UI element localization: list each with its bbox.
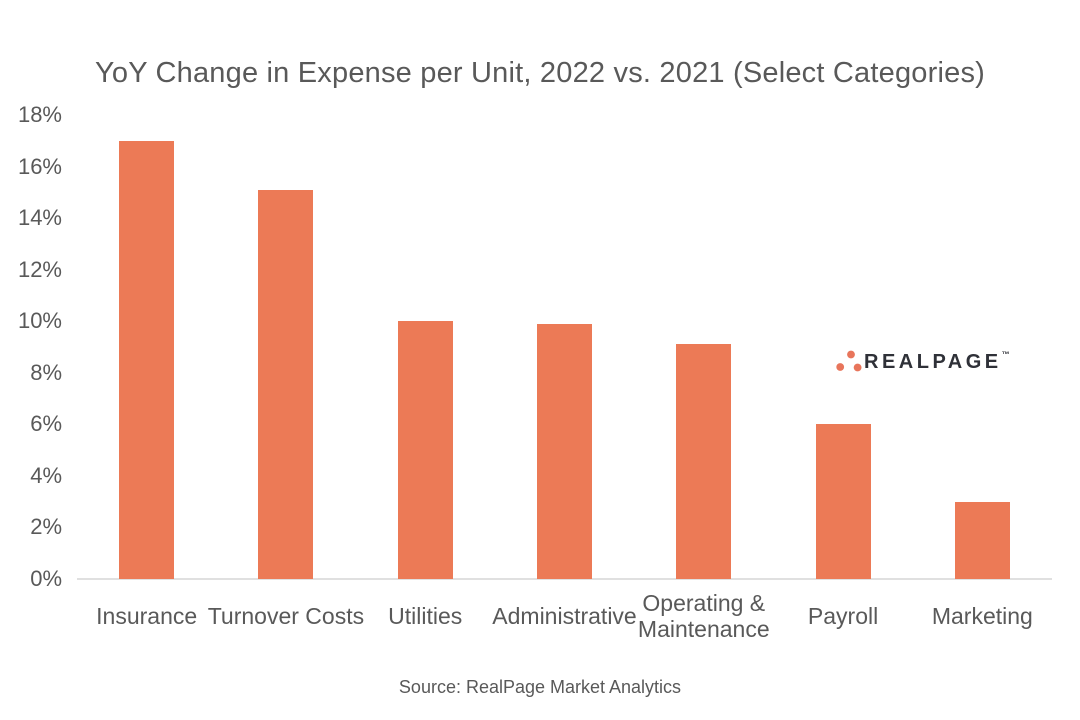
x-axis-label-administrative: Administrative [492, 603, 637, 629]
bar-insurance [119, 140, 175, 579]
x-axis-label-utilities: Utilities [388, 603, 463, 629]
x-axis-label-payroll: Payroll [807, 603, 879, 629]
trademark-symbol: ™ [1001, 350, 1010, 359]
y-axis-tick-label: 2% [30, 514, 62, 540]
x-axis-label-operating-maintenance: Operating & Maintenance [637, 590, 770, 642]
y-axis-tick-label: 8% [30, 359, 62, 385]
x-axis-label-marketing: Marketing [931, 603, 1033, 629]
plot-area [77, 115, 1052, 580]
bar-marketing [954, 501, 1010, 579]
bar-payroll [815, 424, 871, 579]
bar-turnover-costs [258, 189, 314, 579]
chart-title: YoY Change in Expense per Unit, 2022 vs.… [95, 57, 985, 89]
y-axis-tick-label: 14% [17, 205, 62, 231]
realpage-logo-text: REALPAGE™ [864, 350, 1010, 373]
y-axis-tick-label: 0% [30, 566, 62, 591]
source-caption: Source: RealPage Market Analytics [398, 677, 682, 697]
y-axis-tick-label: 10% [17, 308, 62, 334]
y-axis-tick-label: 18% [17, 102, 62, 127]
realpage-dots-icon [836, 350, 862, 372]
x-axis-line [77, 578, 1052, 580]
x-axis-label-turnover-costs: Turnover Costs [207, 603, 365, 629]
y-axis-tick-label: 6% [30, 411, 62, 437]
y-axis-tick-label: 16% [17, 153, 62, 179]
bar-utilities [397, 321, 453, 579]
bar-operating-maintenance [676, 344, 732, 579]
bar-administrative [537, 323, 592, 579]
y-axis-tick-label: 4% [30, 462, 62, 488]
y-axis: 0% 2% 4% 6% 8% 10% 12% 14% 16% 18% [0, 0, 62, 720]
y-axis-tick-label: 12% [17, 256, 62, 282]
x-axis-label-insurance: Insurance [96, 603, 198, 629]
x-axis-labels: Insurance Turnover Costs Utilities Administ… [77, 588, 1052, 646]
